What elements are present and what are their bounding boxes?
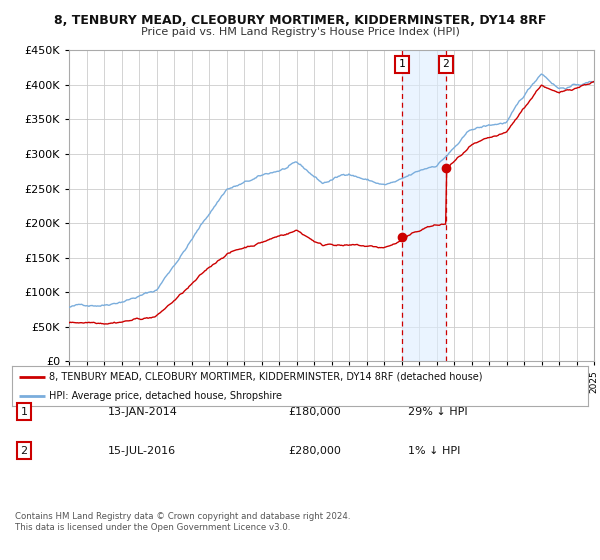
Text: 1% ↓ HPI: 1% ↓ HPI (408, 446, 460, 456)
Text: 13-JAN-2014: 13-JAN-2014 (108, 407, 178, 417)
Bar (402, 50, 446, 361)
Text: 15-JUL-2016: 15-JUL-2016 (108, 446, 176, 456)
Text: 2: 2 (20, 446, 28, 456)
Text: 29% ↓ HPI: 29% ↓ HPI (408, 407, 467, 417)
Text: £180,000: £180,000 (288, 407, 341, 417)
Text: Price paid vs. HM Land Registry's House Price Index (HPI): Price paid vs. HM Land Registry's House … (140, 27, 460, 37)
Text: HPI: Average price, detached house, Shropshire: HPI: Average price, detached house, Shro… (49, 391, 283, 401)
Text: 8, TENBURY MEAD, CLEOBURY MORTIMER, KIDDERMINSTER, DY14 8RF (detached house): 8, TENBURY MEAD, CLEOBURY MORTIMER, KIDD… (49, 372, 483, 381)
Text: 1: 1 (20, 407, 28, 417)
Text: £280,000: £280,000 (288, 446, 341, 456)
Text: 2: 2 (443, 59, 449, 69)
Text: 1: 1 (399, 59, 406, 69)
Text: 8, TENBURY MEAD, CLEOBURY MORTIMER, KIDDERMINSTER, DY14 8RF: 8, TENBURY MEAD, CLEOBURY MORTIMER, KIDD… (54, 14, 546, 27)
Text: Contains HM Land Registry data © Crown copyright and database right 2024.
This d: Contains HM Land Registry data © Crown c… (15, 512, 350, 532)
